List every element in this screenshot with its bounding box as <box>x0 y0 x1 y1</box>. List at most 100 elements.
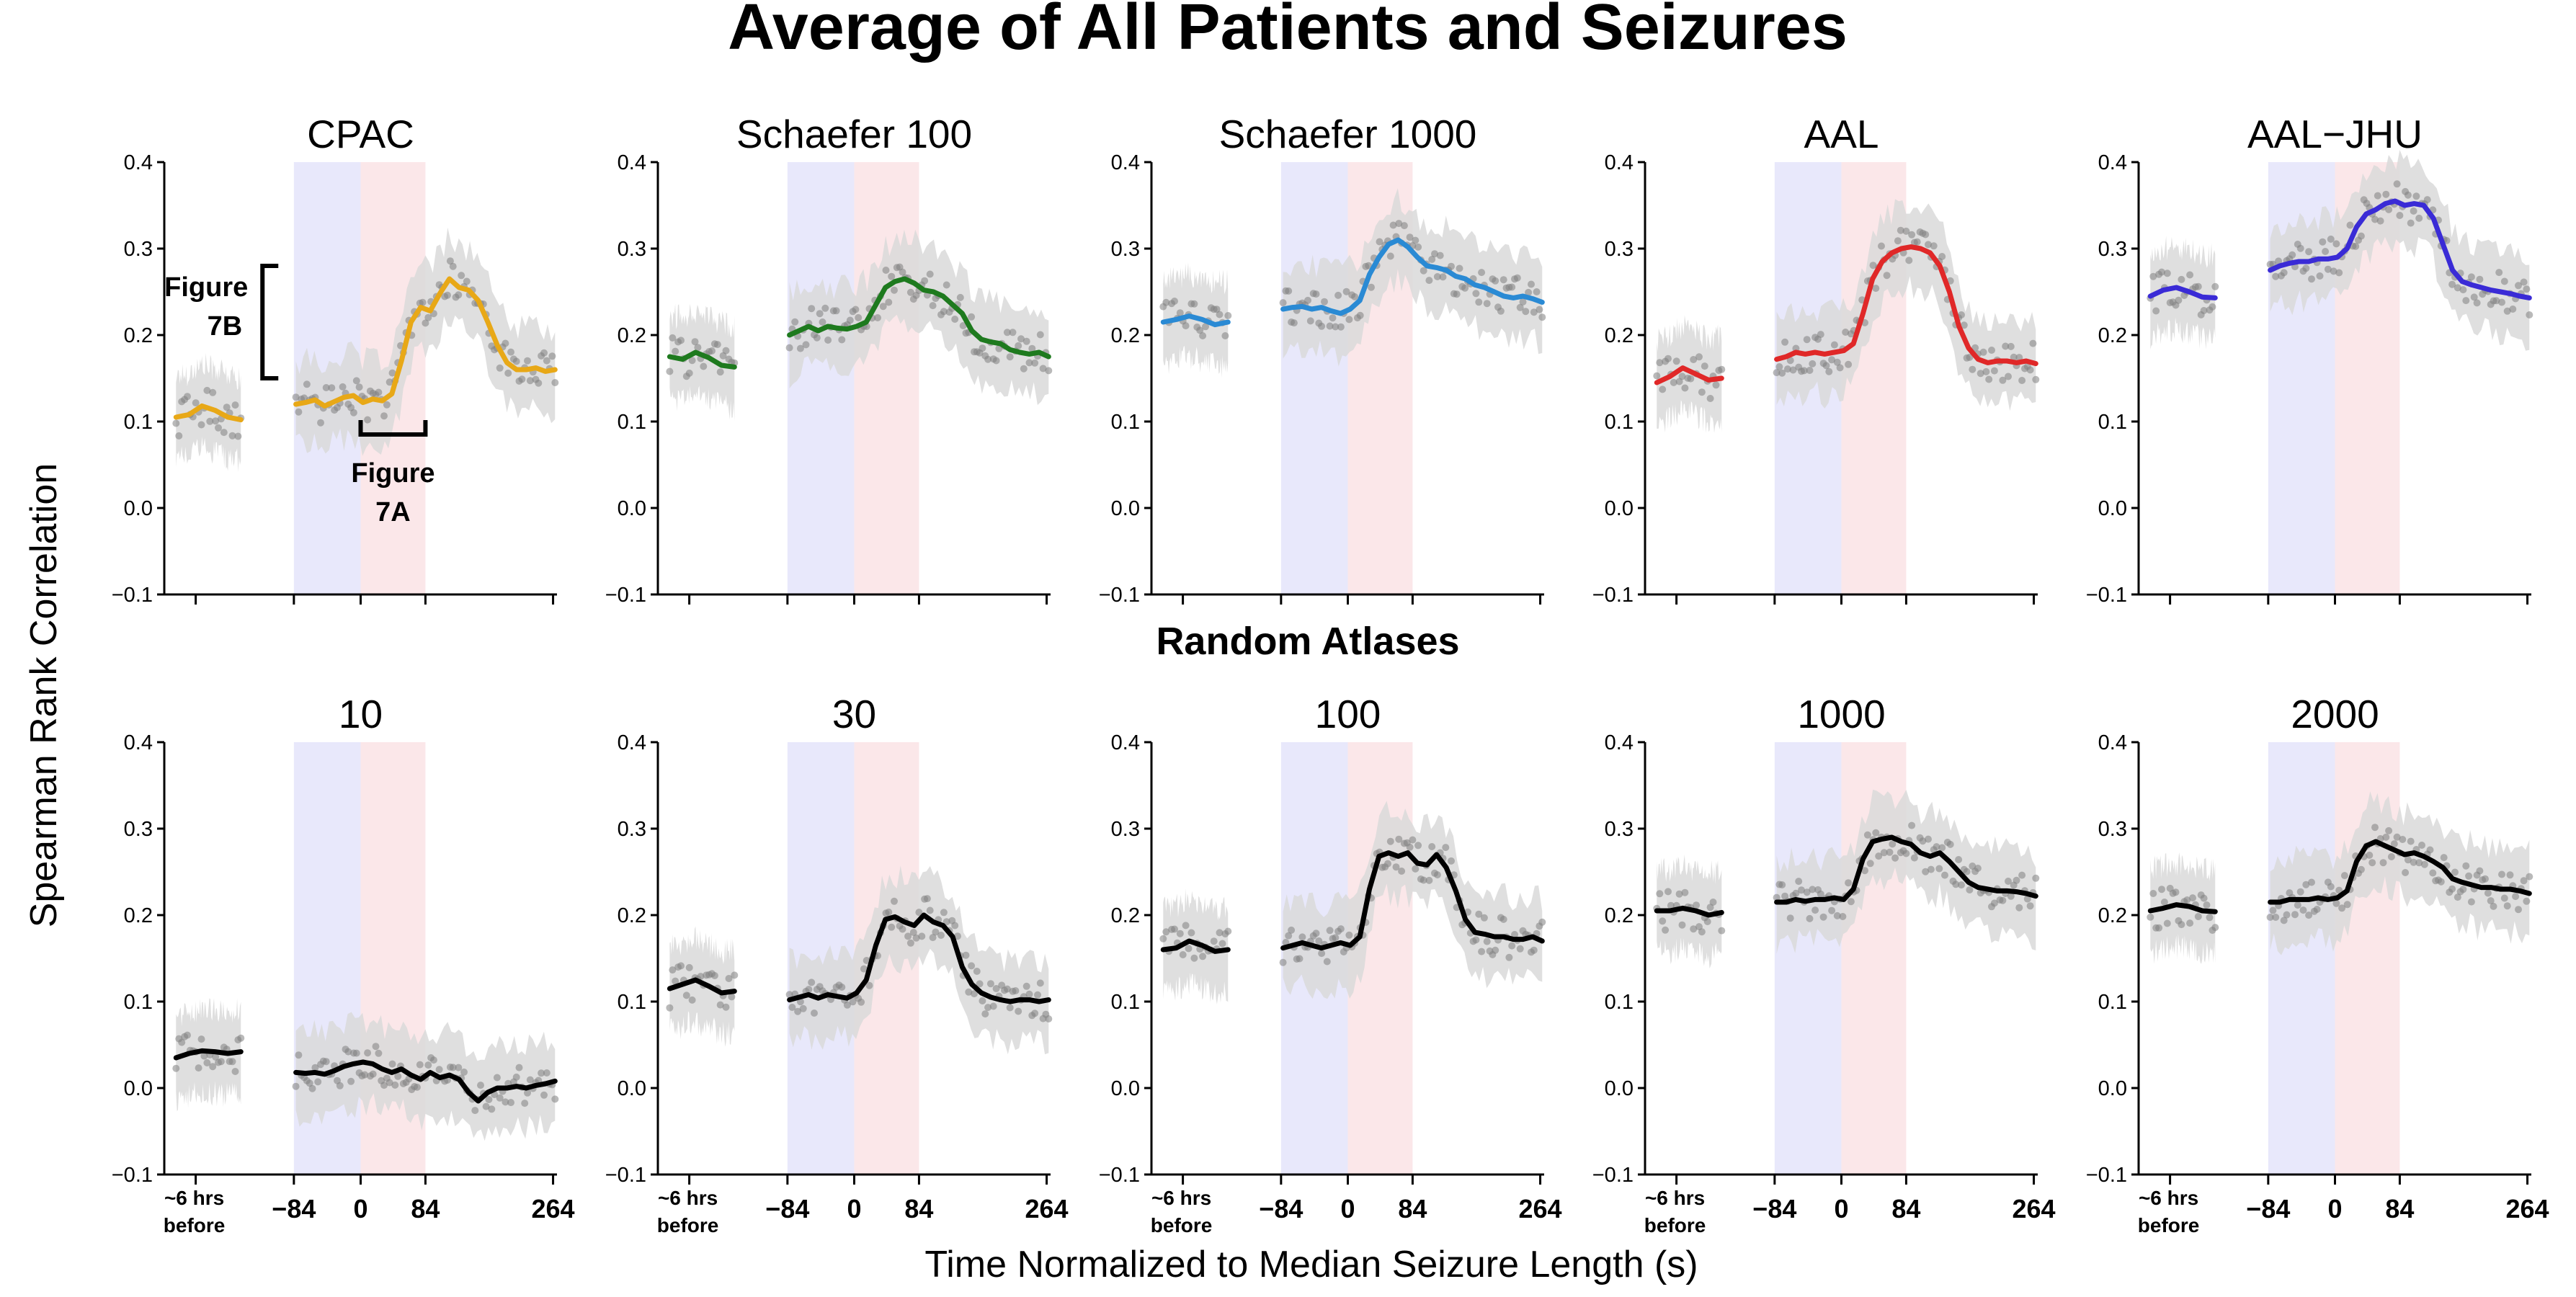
data-point <box>891 286 898 294</box>
chart-panel-2: 0.4 0.3 0.2 0.1 0.0 −0.1 Schaefer 100 <box>605 112 1053 607</box>
data-point <box>1690 356 1698 363</box>
data-point <box>1031 359 1039 367</box>
data-point <box>1475 298 1483 306</box>
data-point <box>380 1082 388 1089</box>
data-point <box>1345 931 1353 939</box>
data-point <box>2296 888 2304 896</box>
data-point <box>2404 856 2412 864</box>
data-point <box>2305 912 2313 919</box>
data-point <box>713 341 721 349</box>
data-point <box>2163 919 2171 927</box>
data-point <box>1925 835 1932 843</box>
data-point <box>1433 273 1441 280</box>
data-point <box>2018 377 2026 384</box>
y-tick-label: 0.1 <box>1605 411 1634 434</box>
data-point <box>192 399 200 407</box>
data-point <box>1171 925 1178 933</box>
data-point <box>1431 250 1438 258</box>
data-point <box>2280 269 2288 277</box>
data-point <box>984 355 992 363</box>
data-point <box>184 1031 191 1039</box>
data-point <box>419 298 427 306</box>
data-point <box>1800 367 1808 375</box>
data-point <box>1036 979 1044 987</box>
data-point <box>1304 296 1311 304</box>
data-point <box>2526 311 2533 318</box>
data-point <box>512 357 520 365</box>
data-point <box>388 1060 396 1068</box>
data-point <box>2498 298 2505 306</box>
data-point <box>2366 851 2374 859</box>
data-point <box>976 980 984 988</box>
data-point <box>2002 342 2010 350</box>
data-point <box>1872 829 1880 837</box>
y-tick-label: 0.1 <box>2098 991 2127 1014</box>
data-point <box>1453 290 1461 298</box>
data-point <box>874 314 881 321</box>
series-line <box>2268 198 2532 300</box>
data-point <box>1499 915 1507 923</box>
data-point <box>2503 307 2511 315</box>
data-point <box>1667 901 1675 909</box>
data-point <box>728 993 736 1001</box>
data-point <box>2393 833 2401 841</box>
data-point <box>959 322 967 329</box>
y-axis-label: Spearman Rank Correlation <box>23 463 65 928</box>
data-point <box>1693 901 1701 909</box>
data-point <box>507 1099 514 1107</box>
data-point <box>526 377 534 385</box>
data-point <box>1337 323 1345 331</box>
data-point <box>460 1068 468 1076</box>
data-point <box>1224 312 1232 319</box>
data-point <box>1006 1004 1014 1012</box>
data-point <box>496 364 504 372</box>
x-tick-label: 0 <box>353 1194 367 1224</box>
data-point <box>385 378 393 386</box>
data-point <box>1828 906 1836 914</box>
y-tick-label: −0.1 <box>2086 584 2127 607</box>
data-point <box>1522 308 1530 316</box>
data-point <box>811 1009 818 1017</box>
data-point <box>2322 248 2330 255</box>
data-point <box>2211 282 2219 290</box>
series-line <box>1160 938 1231 954</box>
data-point <box>2346 221 2354 229</box>
data-point <box>1017 335 1025 343</box>
data-point <box>2203 901 2211 909</box>
data-point <box>2352 242 2360 250</box>
data-point <box>956 293 964 301</box>
data-point <box>918 932 926 940</box>
data-point <box>710 972 718 979</box>
y-tick-label: 0.3 <box>2098 238 2127 261</box>
data-point <box>446 257 454 265</box>
data-point <box>1538 918 1546 926</box>
data-point <box>1386 252 1394 260</box>
data-point <box>1999 376 2007 384</box>
data-point <box>2506 871 2514 879</box>
data-point <box>477 1082 484 1089</box>
data-point <box>855 313 863 321</box>
data-point <box>2448 885 2456 893</box>
data-point <box>785 991 793 999</box>
data-point <box>1875 852 1883 860</box>
data-point <box>1703 918 1711 925</box>
data-point <box>1656 890 1664 898</box>
data-point <box>666 367 674 375</box>
data-point <box>502 339 509 347</box>
data-point <box>1695 353 1703 361</box>
data-point <box>932 928 940 936</box>
data-point <box>1006 353 1014 361</box>
data-point <box>1825 367 1833 375</box>
data-point <box>904 932 912 940</box>
data-point <box>697 973 705 981</box>
data-point <box>1312 290 1320 298</box>
chart-panel-3: 0.4 0.3 0.2 0.1 0.0 −0.1 Schaefer 1000 <box>1099 112 1546 607</box>
data-point <box>1392 863 1400 871</box>
panel-title: Schaefer 1000 <box>1219 112 1477 156</box>
data-point <box>2343 901 2351 909</box>
data-point <box>688 996 696 1004</box>
data-point <box>1187 929 1195 937</box>
data-point <box>1946 840 1954 848</box>
figure-7b-label: 7B <box>208 311 243 342</box>
data-point <box>816 310 824 318</box>
